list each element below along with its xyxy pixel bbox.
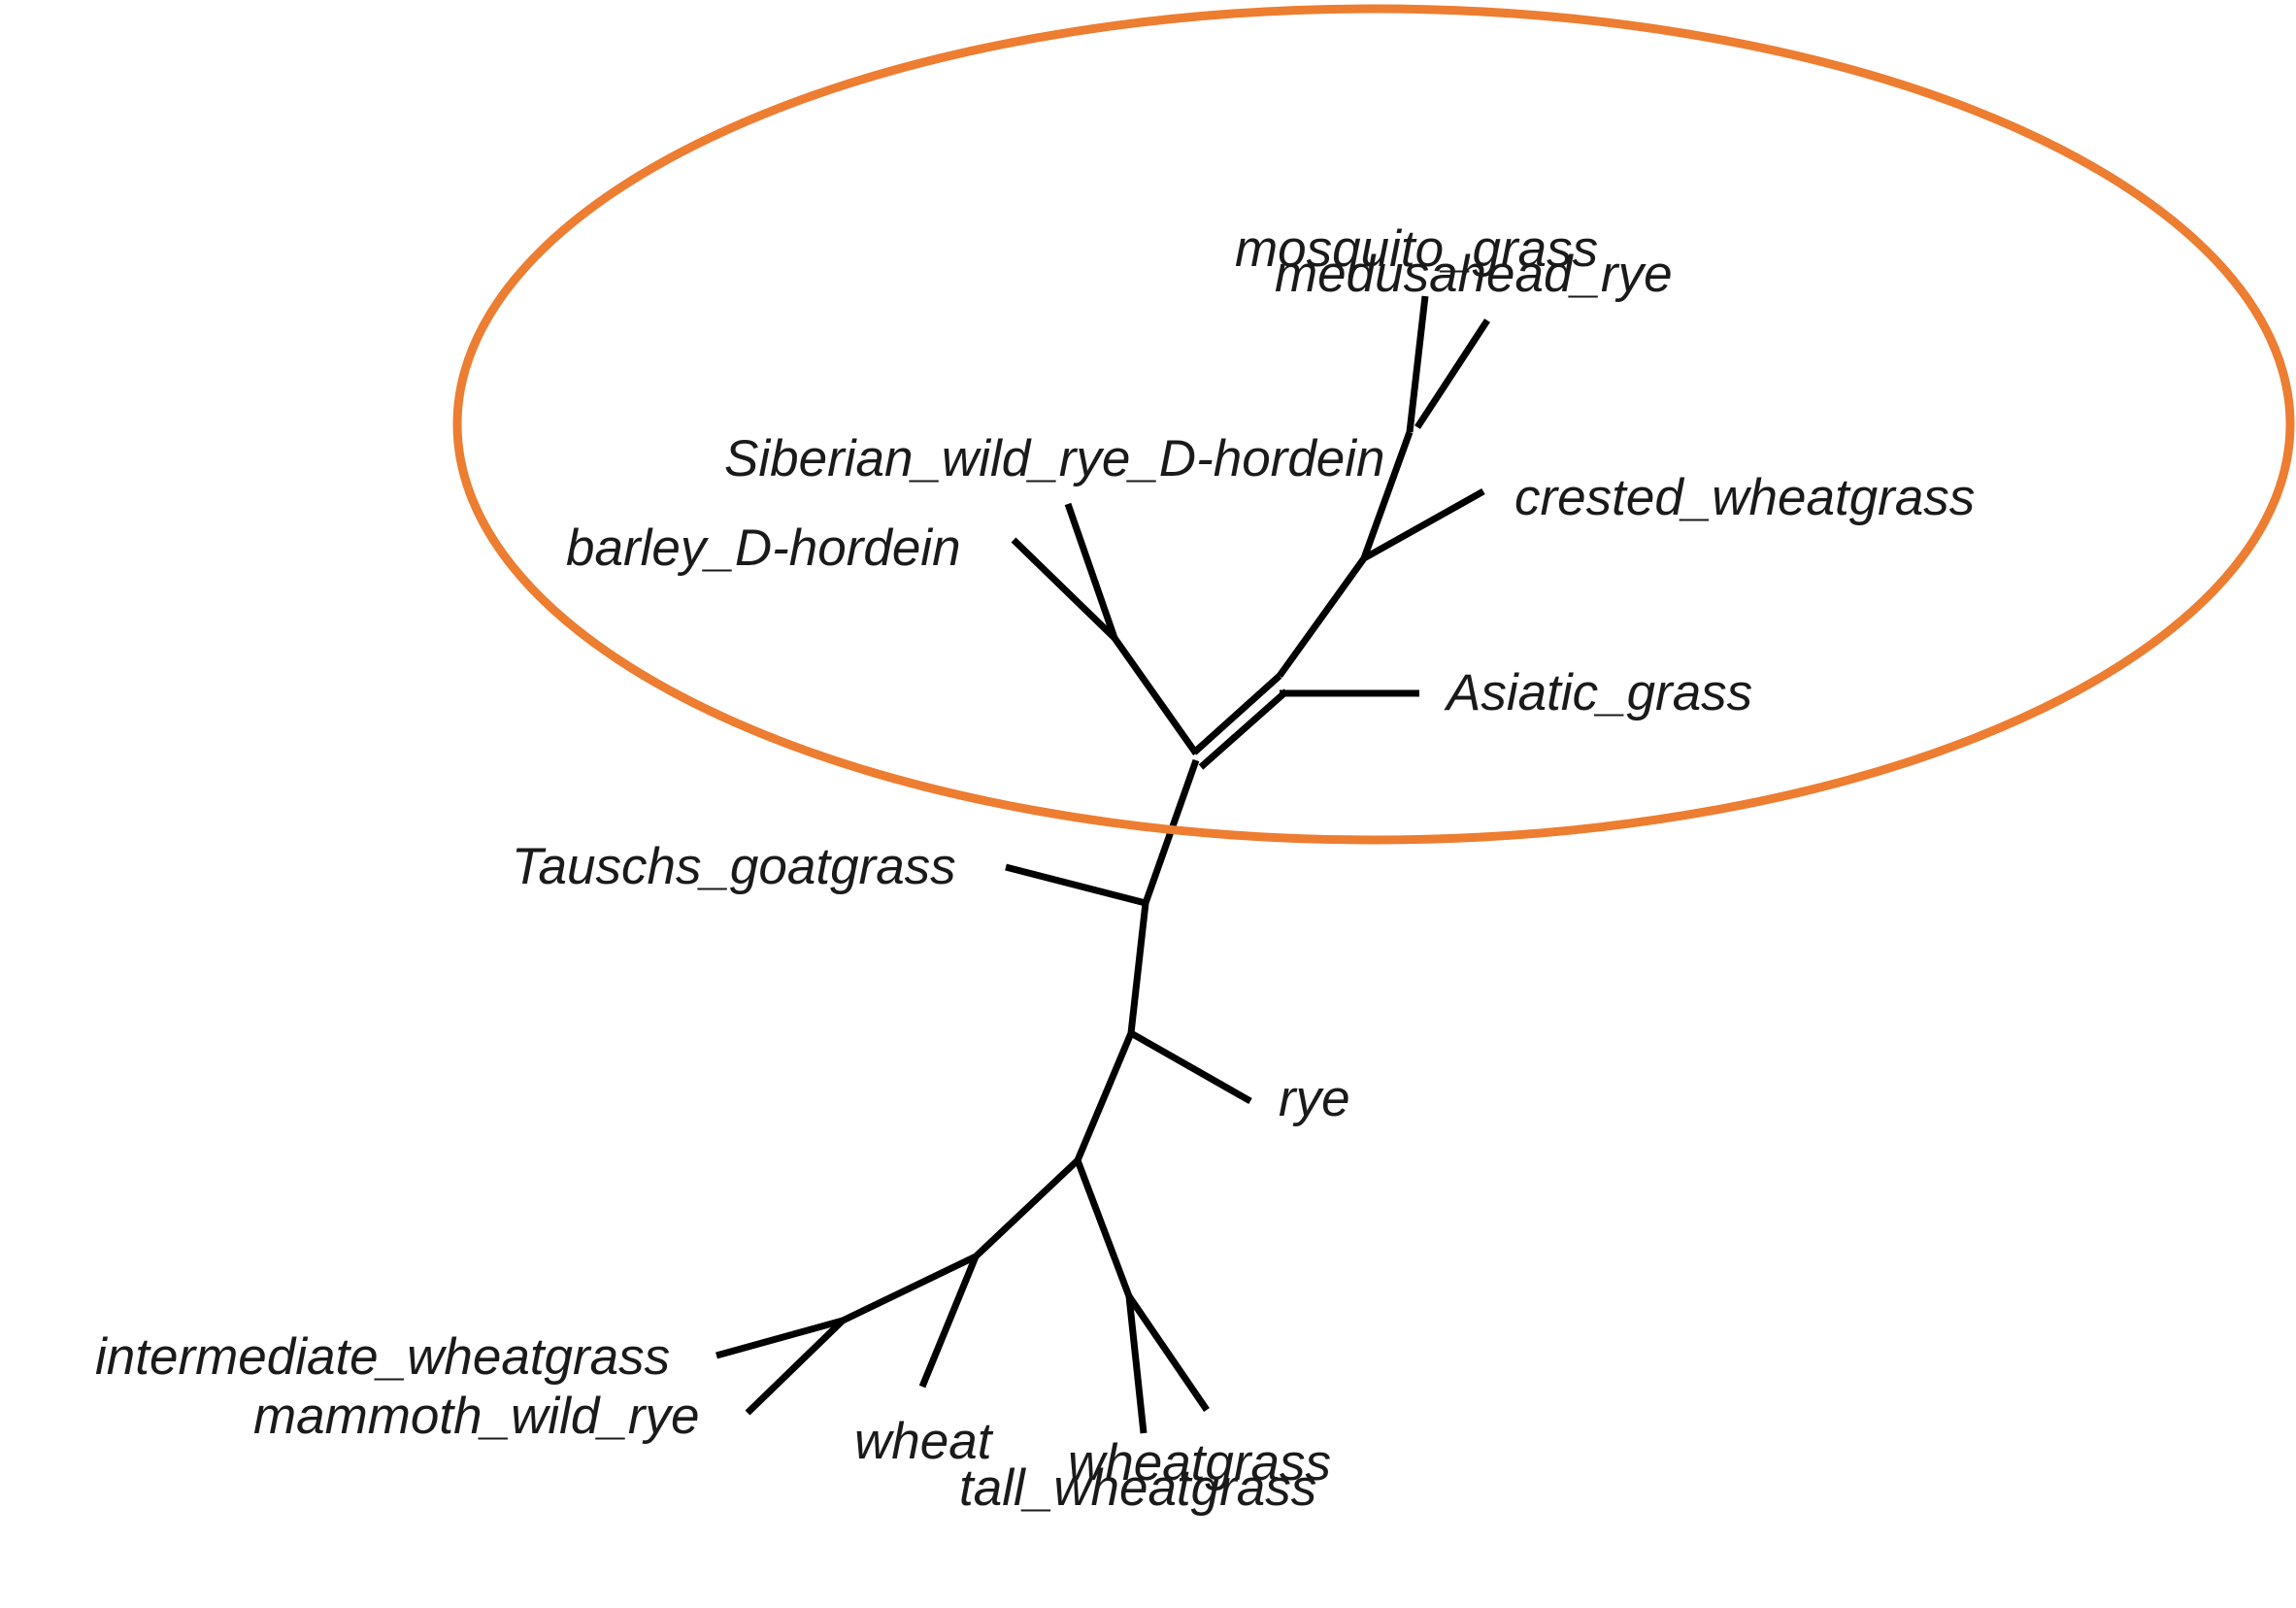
branch-mosquito-medusa-stem	[1360, 430, 1414, 560]
branch-wheatgrass	[1125, 1295, 1148, 1434]
branch-mammoth-wild-rye	[745, 1318, 846, 1416]
tip-label-tall-wheatgrass: tall_wheatgrass	[959, 1459, 1316, 1517]
branch-crested-stem	[1277, 555, 1367, 679]
branch-hordein-stem	[1112, 635, 1199, 756]
tip-label-tauschs-goatgrass: Tauschs_goatgrass	[512, 838, 956, 895]
tip-label-barley-d-hordein: barley_D-hordein	[566, 519, 961, 577]
branch-intermediate-wheatgrass	[715, 1317, 844, 1359]
tip-label-intermediate-wheatgrass: intermediate_wheatgrass	[95, 1328, 670, 1386]
tip-label-asiatic-grass: Asiatic_grass	[1444, 664, 1752, 721]
tip-label-wheat: wheat	[854, 1413, 994, 1470]
branch-barley-d-hordein	[1011, 537, 1117, 641]
tree-branches	[715, 295, 1490, 1434]
tip-label-wheatgrass: wheatgrass	[1068, 1434, 1331, 1491]
branch-intermediate-stem	[841, 1253, 978, 1324]
branch-medusahead-rye	[1414, 318, 1490, 429]
branch-crested-wheatgrass	[1362, 487, 1485, 562]
tip-label-mosquito-grass: mosquito_grass	[1235, 220, 1598, 278]
branch-wheat-group-stem	[973, 1157, 1081, 1259]
branch-tauschs-goatgrass	[1005, 863, 1147, 907]
branch-tall-wheatgrass-stem	[1074, 1158, 1133, 1298]
branch-wheat	[918, 1255, 980, 1389]
tip-labels: mosquito_grass medusahead_rye Siberian_w…	[95, 220, 1975, 1517]
branch-tall-wheatgrass	[1126, 1294, 1210, 1412]
branch-spine-2	[1127, 902, 1149, 1034]
highlighted-clade-ellipse	[452, 4, 2295, 845]
tip-label-mammoth-wild-rye: mammoth_wild_rye	[253, 1388, 699, 1445]
branch-asiatic-stem-b	[1198, 688, 1289, 770]
tip-label-siberian-wild-rye-d-hordein: Siberian_wild_rye_D-hordein	[724, 430, 1385, 487]
branch-asiatic-stem-a	[1191, 673, 1282, 755]
tip-label-crested-wheatgrass: crested_wheatgrass	[1514, 469, 1975, 526]
branch-mosquito-grass	[1406, 295, 1429, 433]
tip-label-rye: rye	[1279, 1070, 1350, 1127]
tip-label-medusahead-rye: medusahead_rye	[1275, 246, 1673, 303]
branch-spine-3	[1074, 1031, 1135, 1162]
branch-siberian-wild-rye	[1064, 502, 1118, 640]
branch-rye	[1129, 1029, 1252, 1105]
